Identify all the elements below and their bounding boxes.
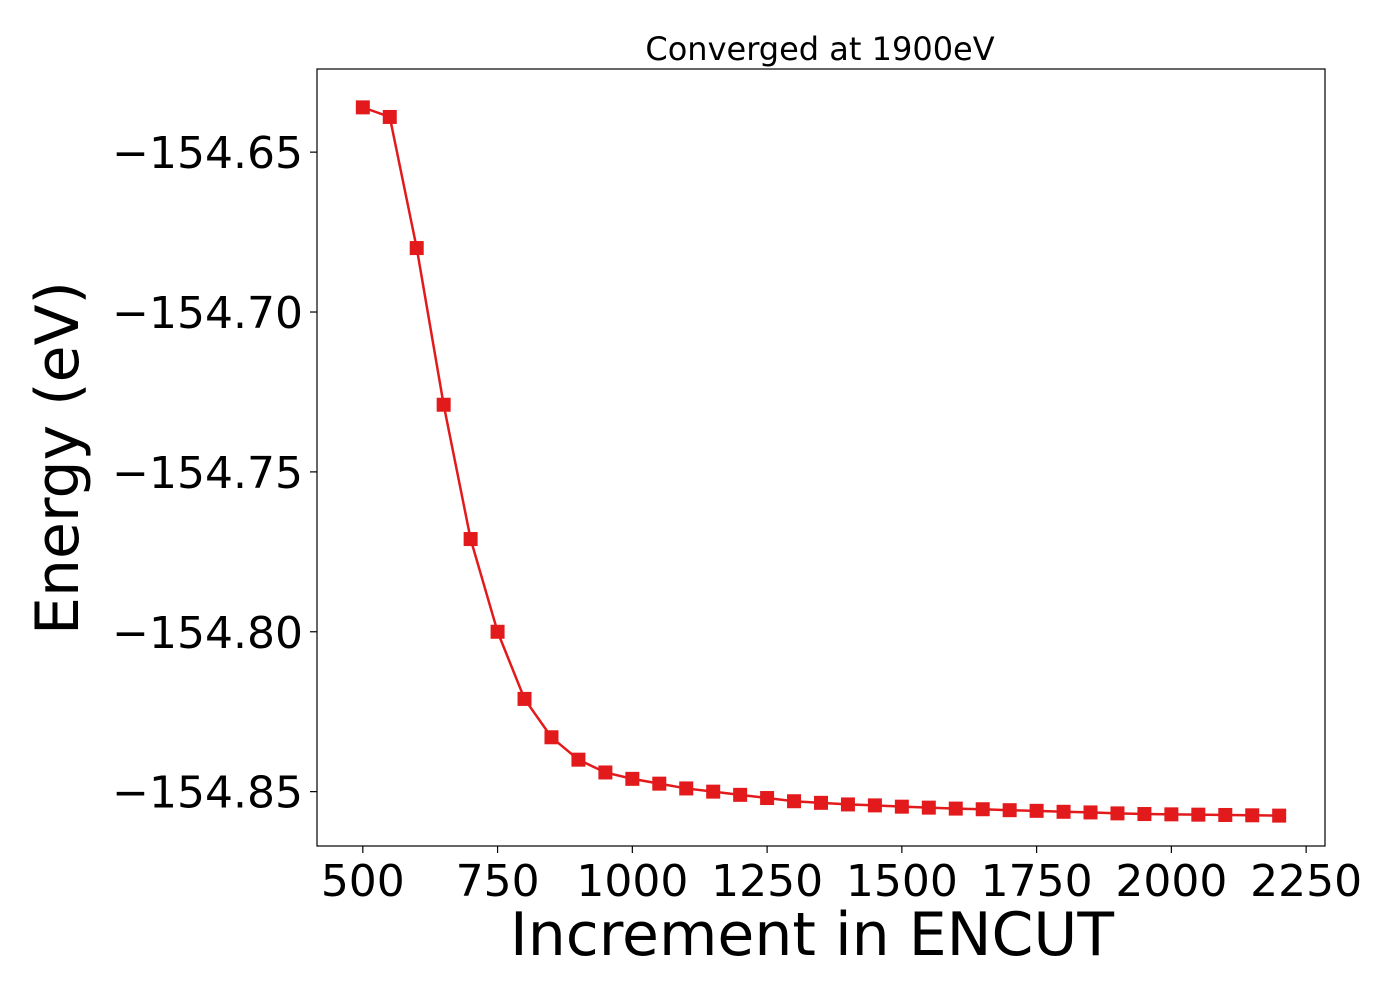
data-point-marker xyxy=(1029,803,1044,818)
y-tick-label: −154.85 xyxy=(112,768,303,819)
data-point-marker xyxy=(787,794,802,809)
data-point-marker xyxy=(463,532,478,547)
data-point-marker xyxy=(598,765,613,780)
x-axis-ticks: 500 750 1000 1250 1500 1750 2000 2250 xyxy=(321,846,1362,907)
data-point-marker xyxy=(517,691,532,706)
plot-series xyxy=(355,100,1287,823)
data-point-marker xyxy=(1218,807,1233,822)
plot-frame xyxy=(316,68,1326,847)
y-tick-label: −154.75 xyxy=(112,448,303,499)
data-point-marker xyxy=(436,397,451,412)
data-point-marker xyxy=(921,800,936,815)
data-point-marker xyxy=(571,752,586,767)
data-point-marker xyxy=(975,802,990,817)
data-point-marker xyxy=(1137,807,1152,822)
x-tick-label: 2250 xyxy=(1250,856,1362,907)
data-point-marker xyxy=(1272,808,1287,823)
chart-title: Converged at 1900eV xyxy=(645,30,994,68)
x-tick-label: 1500 xyxy=(846,856,958,907)
x-tick-label: 500 xyxy=(321,856,405,907)
data-point-marker xyxy=(1110,806,1125,821)
y-axis-label: Energy (eV) xyxy=(23,281,93,635)
y-tick-label: −154.70 xyxy=(112,288,303,339)
data-point-marker xyxy=(894,799,909,814)
data-point-marker xyxy=(625,771,640,786)
x-tick-label: 750 xyxy=(456,856,540,907)
data-point-marker xyxy=(652,776,667,791)
data-point-marker xyxy=(1083,805,1098,820)
data-point-marker xyxy=(760,791,775,806)
data-point-marker xyxy=(679,781,694,796)
data-point-marker xyxy=(544,730,559,745)
x-tick-label: 1000 xyxy=(576,856,688,907)
data-point-marker xyxy=(355,100,370,115)
x-tick-label: 1250 xyxy=(711,856,823,907)
data-point-marker xyxy=(409,241,424,256)
y-tick-label: −154.65 xyxy=(112,128,303,179)
data-point-marker xyxy=(867,798,882,813)
data-point-marker xyxy=(840,797,855,812)
data-point-marker xyxy=(1191,807,1206,822)
y-axis-ticks: −154.65 −154.70 −154.75 −154.80 −154.85 xyxy=(112,128,317,819)
y-tick-label: −154.80 xyxy=(112,608,303,659)
data-point-marker xyxy=(814,795,828,810)
data-point-marker xyxy=(1245,808,1260,823)
data-point-marker xyxy=(733,787,748,802)
data-point-marker xyxy=(490,624,505,639)
data-point-marker xyxy=(382,109,397,124)
x-tick-label: 2000 xyxy=(1115,856,1227,907)
data-point-marker xyxy=(706,784,721,799)
data-point-marker xyxy=(1002,803,1017,818)
data-point-marker xyxy=(1164,807,1179,822)
data-point-marker xyxy=(1056,804,1071,819)
x-axis-label: Increment in ENCUT xyxy=(510,900,1114,970)
x-tick-label: 1750 xyxy=(981,856,1093,907)
data-point-marker xyxy=(948,801,963,816)
